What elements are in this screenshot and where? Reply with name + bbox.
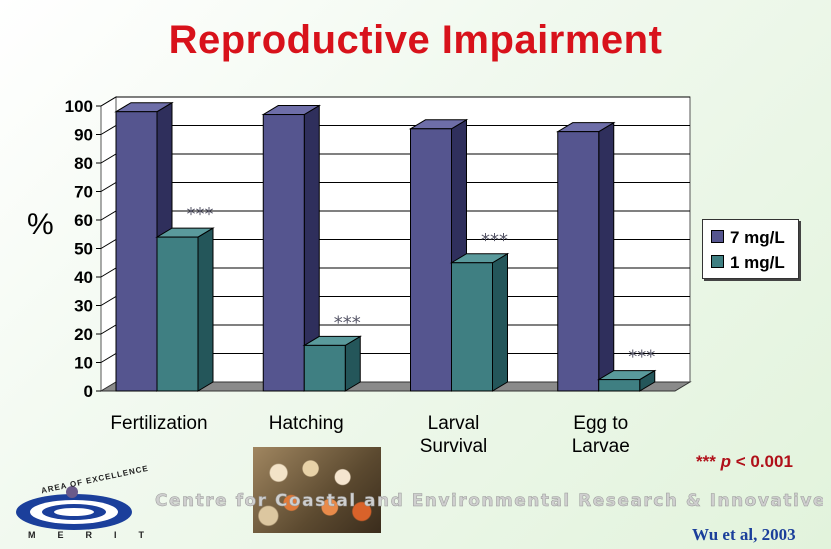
legend-swatch-1mg [711,255,724,268]
y-tick-label: 70 [74,183,93,202]
bar-side [598,121,615,392]
y-tick-label: 0 [84,382,93,401]
bar-1mg-0 [155,227,215,392]
merit-logo [16,486,132,530]
y-tick-label: 90 [74,126,93,145]
y-tick-label: 80 [74,154,93,173]
bar-front [156,236,199,392]
logo-bottom-text: MERIT [28,530,166,540]
category-label-line: Hatching [269,413,344,434]
y-axis-label: % [27,208,54,241]
significance-markers: *** *** *** *** [187,204,656,368]
bar-front [115,111,158,392]
citation: Wu et al, 2003 [692,525,796,544]
significance-marker: *** [628,347,655,368]
significance-p: p [720,452,731,471]
bar-1mg-1 [302,335,363,392]
significance-marker: *** [187,204,214,225]
bar-front [598,379,641,392]
bar-front [451,262,493,392]
gridline [100,96,690,107]
bar-front [557,131,600,392]
legend-swatch-7mg [711,230,724,243]
y-tick-label: 20 [74,325,93,344]
significance-marker: *** [481,230,508,251]
category-label-line: Survival [420,436,488,457]
bar-side [492,252,508,392]
category-label: Larval Survival [420,413,488,457]
legend-label-7mg: 7 mg/L [730,228,785,247]
legend: 7 mg/L 1 mg/L [702,219,799,279]
category-label: Fertilization [110,413,207,434]
bar-1mg-3 [596,369,657,392]
legend-label-1mg: 1 mg/L [730,253,785,272]
category-label: Egg to Larvae [572,413,630,457]
bar-front [303,344,346,392]
legend-item-7mg: 7 mg/L [711,228,785,248]
fish-eggs-photo [253,447,381,533]
y-tick-label: 30 [74,297,93,316]
bar-1mg-2 [449,252,510,392]
bar-7mg-1 [261,104,322,392]
y-tick-label: 100 [65,97,93,116]
significance-stars: *** [696,452,716,471]
bar-front [410,128,452,392]
bar-front [262,114,305,392]
significance-note: *** p < 0.001 [696,452,793,472]
y-tick-labels: 0 10 20 30 40 50 60 70 80 90 100 [65,97,101,401]
significance-value: < 0.001 [730,452,793,471]
y-tick-label: 60 [74,211,93,230]
y-tick-label: 50 [74,240,93,259]
category-label: Hatching [269,413,344,434]
y-tick-label: 40 [74,268,93,287]
centre-banner: Centre for Coastal and Environmental Res… [155,491,823,511]
category-label-line: Larval [428,413,480,434]
category-label-line: Fertilization [110,413,207,434]
category-label-line: Egg to [573,413,628,434]
bar-7mg-3 [555,121,616,392]
bar-side [197,227,214,392]
y-tick-label: 10 [74,354,93,373]
bars [114,101,657,392]
category-labels: Fertilization Hatching Larval Survival Egg t… [110,413,629,457]
legend-item-1mg: 1 mg/L [711,253,785,273]
chart-title: Reproductive Impairment [168,18,663,62]
category-label-line: Larvae [572,436,630,457]
significance-marker: *** [334,312,361,333]
